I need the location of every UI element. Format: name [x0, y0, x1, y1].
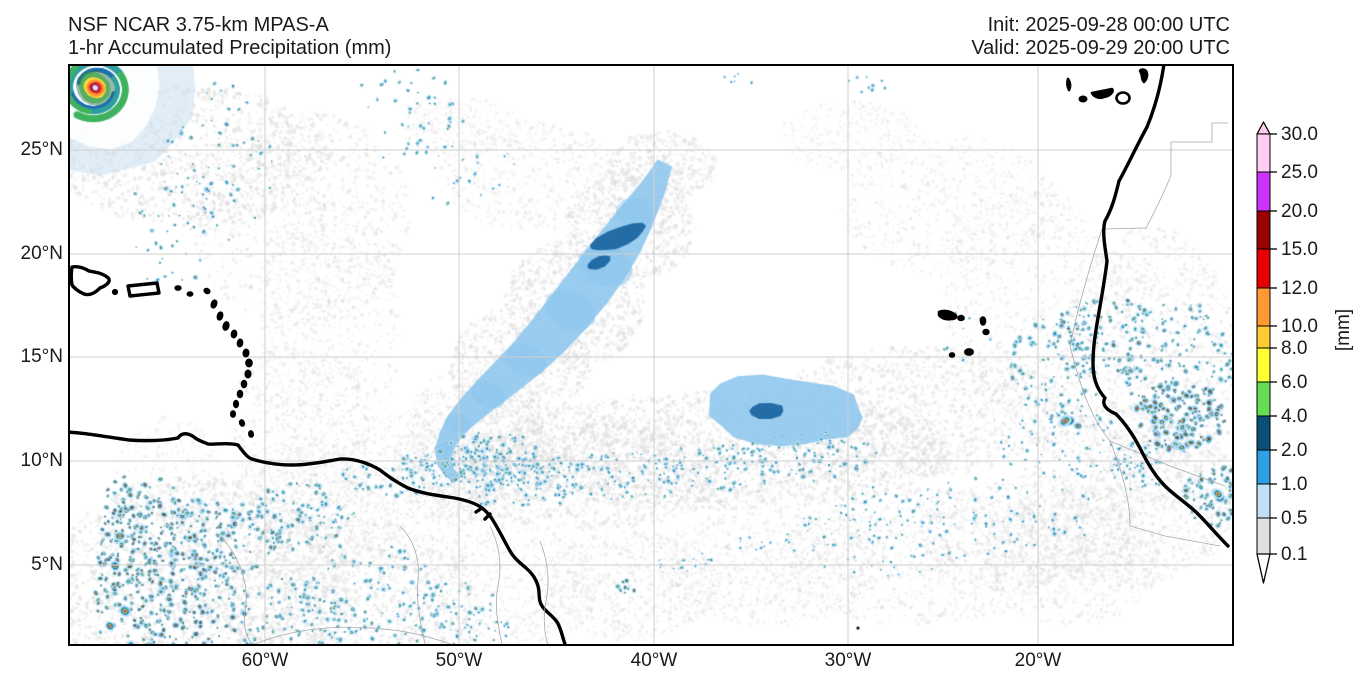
svg-text:6.0: 6.0	[1281, 372, 1307, 393]
svg-text:20.0: 20.0	[1281, 201, 1318, 222]
svg-text:1.0: 1.0	[1281, 474, 1307, 495]
svg-text:4.0: 4.0	[1281, 406, 1307, 427]
svg-text:12.0: 12.0	[1281, 278, 1318, 299]
svg-text:25.0: 25.0	[1281, 162, 1318, 183]
svg-text:0.1: 0.1	[1281, 544, 1307, 565]
svg-text:15.0: 15.0	[1281, 239, 1318, 260]
svg-text:10.0: 10.0	[1281, 316, 1318, 337]
svg-text:0.5: 0.5	[1281, 508, 1307, 529]
svg-text:30.0: 30.0	[1281, 124, 1318, 145]
svg-text:2.0: 2.0	[1281, 440, 1307, 461]
svg-text:8.0: 8.0	[1281, 338, 1307, 359]
